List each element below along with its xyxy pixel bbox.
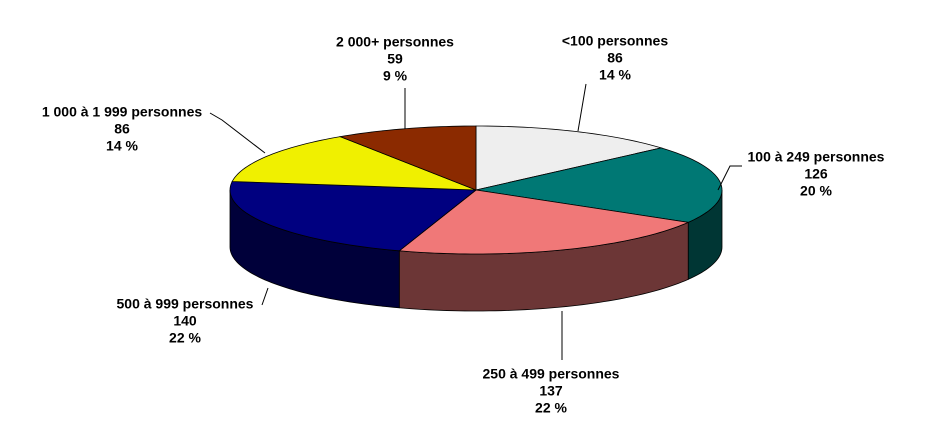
slice <box>231 136 477 191</box>
slice-value: 137 <box>539 383 563 399</box>
slice-percentage: 22 % <box>535 400 567 416</box>
slice-percentage: 14 % <box>106 138 138 154</box>
slice-percentage: 20 % <box>800 183 832 199</box>
slice-label: 100 à 249 personnes <box>748 149 885 165</box>
slice-label: 250 à 499 personnes <box>483 366 620 382</box>
slice-value: 59 <box>387 51 403 67</box>
slice <box>398 189 690 255</box>
slice-label: <100 personnes <box>562 33 668 49</box>
slice-percentage: 9 % <box>383 68 408 84</box>
slice-value: 126 <box>804 166 828 182</box>
slice-value: 86 <box>114 121 130 137</box>
leader-line <box>717 165 742 191</box>
slice-percentage: 22 % <box>169 330 201 346</box>
slice <box>229 181 478 252</box>
leader-line <box>209 112 266 154</box>
slice-label: 500 à 999 personnes <box>117 296 254 312</box>
leader-line <box>577 83 587 132</box>
slice-value: 140 <box>173 313 197 329</box>
slice <box>475 125 663 191</box>
slice-label: 1 000 à 1 999 personnes <box>42 104 203 120</box>
slice-label: 2 000+ personnes <box>336 34 454 50</box>
leader-line <box>261 287 269 306</box>
slice-value: 86 <box>607 50 623 66</box>
slice-percentage: 14 % <box>599 67 631 83</box>
